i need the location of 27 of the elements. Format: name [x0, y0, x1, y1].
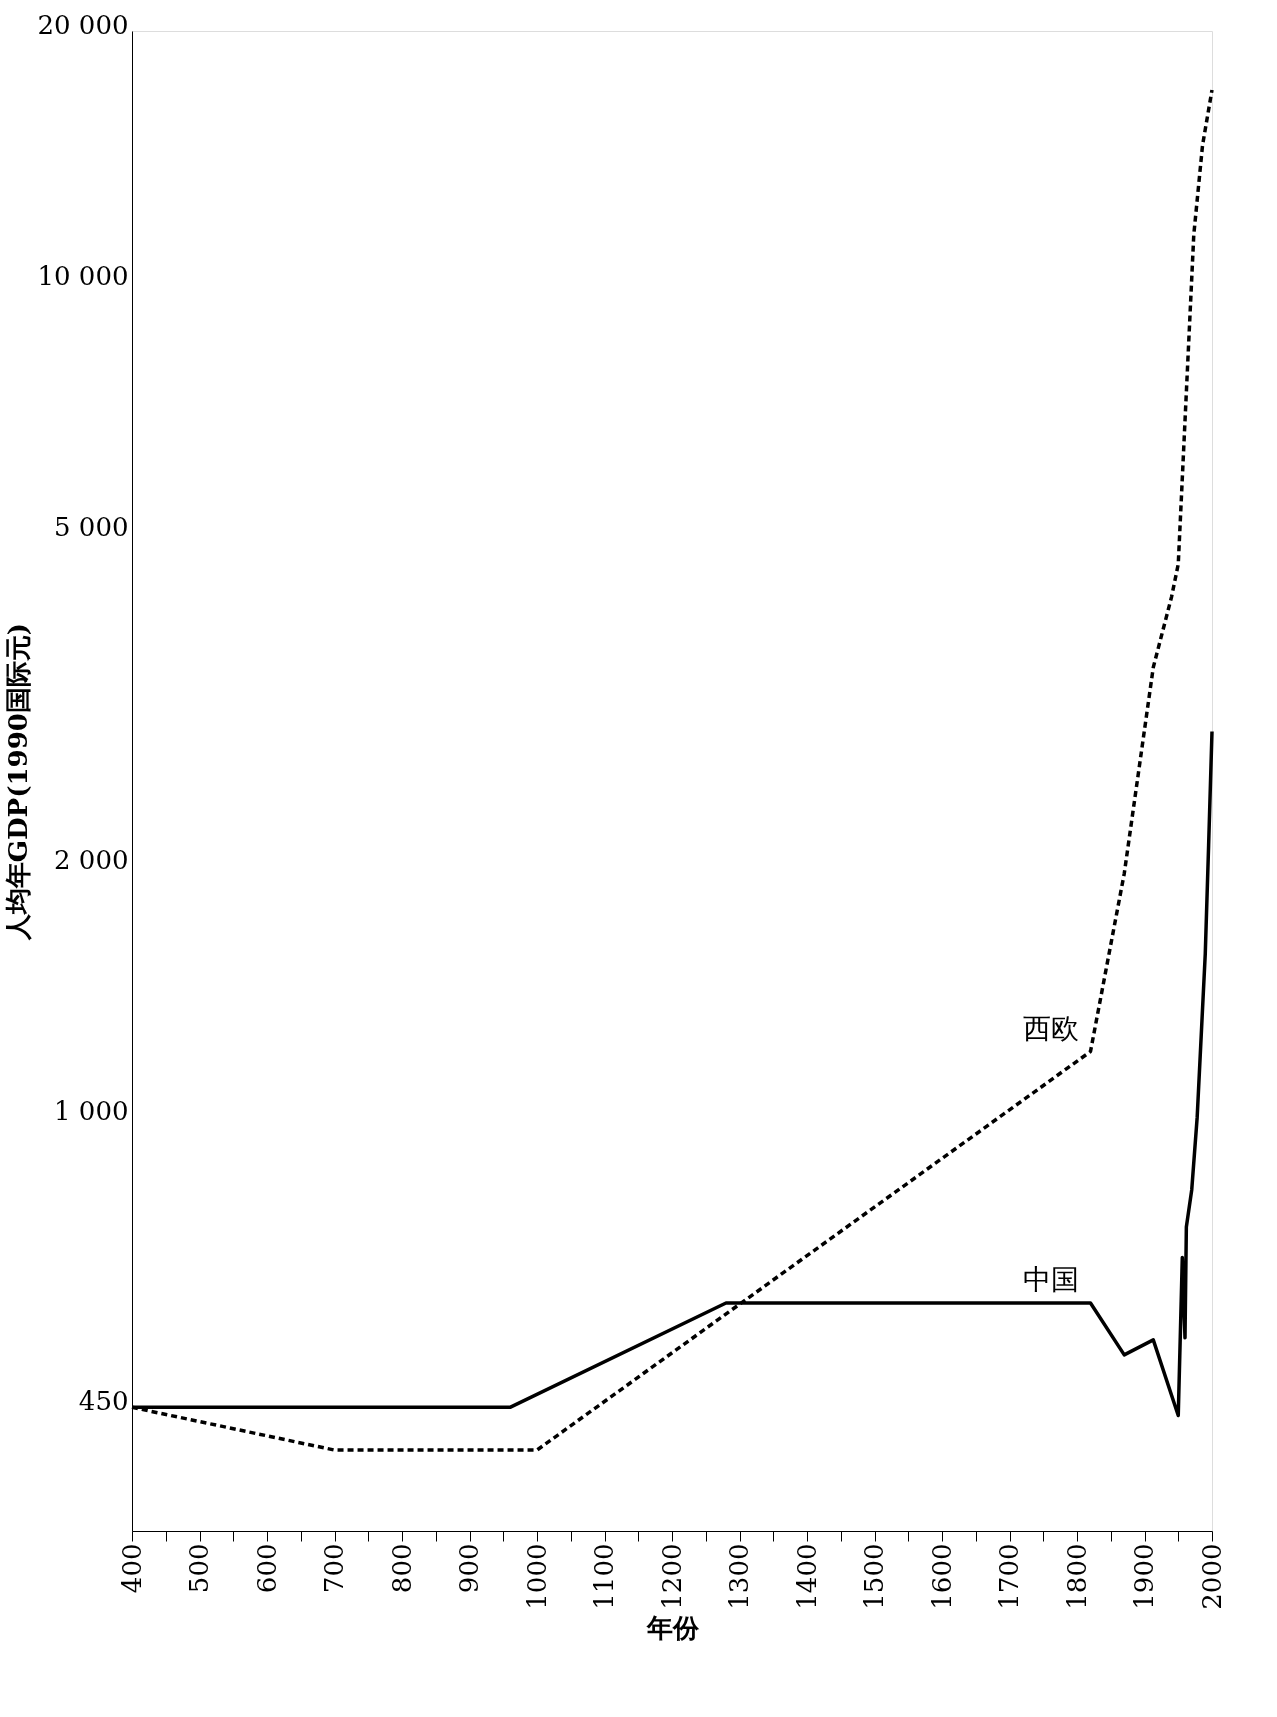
x-tick-label: 1400 [791, 1543, 822, 1610]
y-tick-label: 10 000 [37, 260, 129, 291]
x-tick-label: 400 [116, 1543, 147, 1594]
x-tick-label: 1900 [1129, 1543, 1159, 1610]
series-label: 中国 [1022, 1262, 1079, 1296]
y-tick-label: 20 000 [37, 9, 129, 40]
x-tick-label: 1100 [589, 1543, 619, 1610]
x-tick-label: 1800 [1061, 1543, 1092, 1610]
series-label: 西欧 [1022, 1011, 1079, 1045]
y-tick-label: 5 000 [54, 512, 129, 543]
x-tick-label: 800 [386, 1543, 417, 1594]
y-tick-label: 1 000 [54, 1096, 129, 1127]
x-axis-title: 年份 [645, 1612, 700, 1643]
x-tick-label: 900 [454, 1543, 484, 1594]
y-tick-label: 450 [78, 1385, 129, 1416]
x-tick-label: 1300 [724, 1543, 754, 1610]
x-tick-label: 1700 [994, 1543, 1024, 1610]
y-tick-label: 2 000 [54, 844, 129, 875]
x-tick-label: 1200 [656, 1543, 687, 1610]
x-tick-label: 600 [251, 1543, 282, 1594]
x-tick-label: 1000 [521, 1543, 552, 1610]
x-tick-label: 2000 [1196, 1543, 1227, 1610]
x-tick-label: 1600 [926, 1543, 957, 1610]
x-tick-label: 700 [319, 1543, 349, 1594]
x-tick-label: 1500 [859, 1543, 889, 1610]
x-tick-label: 500 [184, 1543, 214, 1594]
y-axis-title: 人均年GDP(1990国际元) [2, 622, 33, 942]
